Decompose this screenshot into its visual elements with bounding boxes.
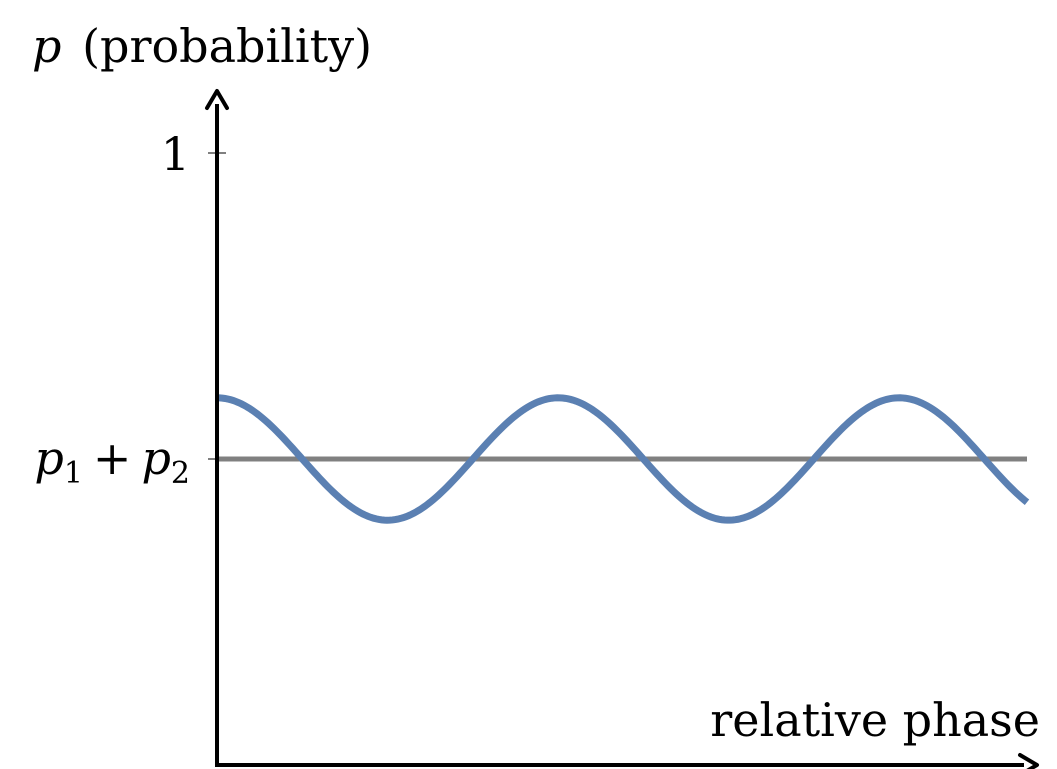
tick-plus: +: [93, 431, 132, 485]
tick-symbol-p-b: p: [141, 431, 170, 485]
y-axis-symbol: p: [32, 19, 61, 73]
y-tick-label-p1-plus-p2: p1 + p2: [34, 431, 190, 491]
tick-subscript-2: 2: [171, 456, 190, 491]
y-axis-text: (probability): [82, 19, 372, 73]
tick-symbol-p-a: p: [34, 431, 63, 485]
x-axis-label: relative phase: [710, 693, 1040, 747]
series-interference-curve: [216, 394, 1030, 524]
x-axis-arrow: [1018, 753, 1039, 769]
y-axis-arrow: [205, 89, 229, 110]
y-axis-label: p (probability): [32, 19, 372, 73]
y-tick-label-1: 1: [161, 127, 190, 181]
tick-subscript-1: 1: [64, 456, 83, 491]
